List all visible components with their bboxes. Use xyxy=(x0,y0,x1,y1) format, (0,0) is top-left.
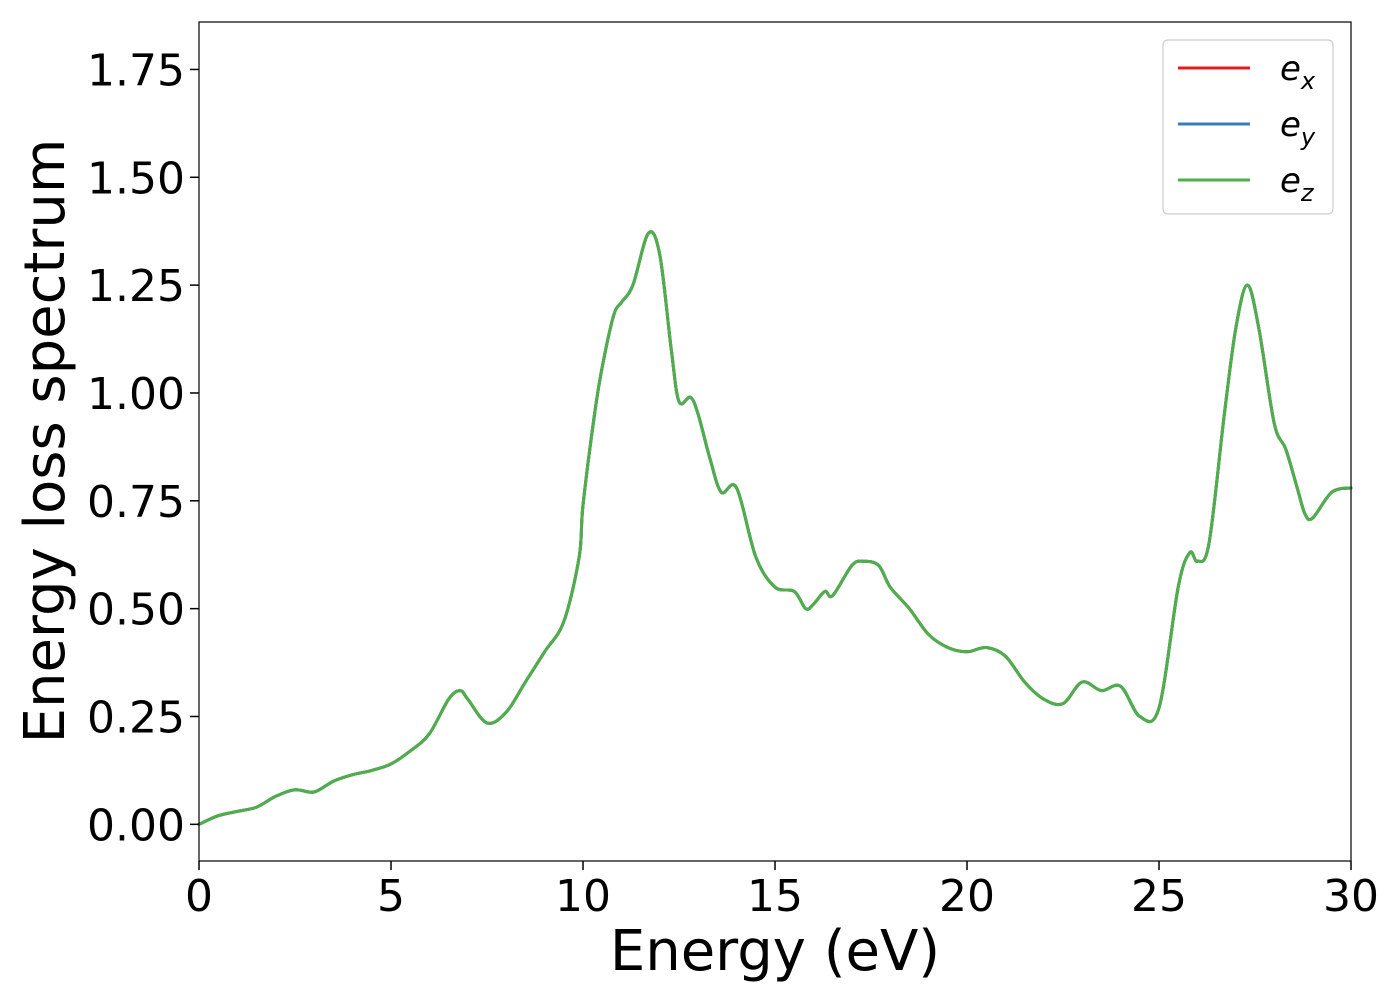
x-tick-label: 0 xyxy=(185,871,213,922)
y-tick-label: 1.50 xyxy=(87,153,185,204)
series-line-z xyxy=(197,230,1353,826)
x-axis: 0 5 10 15 20 25 30 xyxy=(185,861,1379,922)
x-axis-title: Energy (eV) xyxy=(610,919,940,984)
x-tick-label: 20 xyxy=(939,871,995,922)
legend-box xyxy=(1162,39,1334,215)
x-tick-label: 30 xyxy=(1323,871,1379,922)
y-tick-label: 0.75 xyxy=(87,477,185,528)
y-tick-label: 0.00 xyxy=(87,800,185,851)
x-tick-label: 25 xyxy=(1131,871,1187,922)
y-tick-label: 1.75 xyxy=(87,45,185,96)
legend-label-y: ey xyxy=(1280,105,1316,151)
plot-area-background xyxy=(199,22,1351,861)
y-tick-label: 0.25 xyxy=(87,692,185,743)
x-tick-label: 10 xyxy=(555,871,611,922)
y-axis: 0.00 0.25 0.50 0.75 1.00 1.25 1.50 1.75 xyxy=(87,45,199,851)
x-tick-label: 5 xyxy=(377,871,405,922)
y-tick-label: 1.25 xyxy=(87,261,185,312)
y-axis-title: Energy loss spectrum xyxy=(13,139,78,744)
x-tick-label: 15 xyxy=(747,871,803,922)
series-layer xyxy=(197,230,1353,826)
y-tick-label: 1.00 xyxy=(87,369,185,420)
y-tick-label: 0.50 xyxy=(87,585,185,636)
